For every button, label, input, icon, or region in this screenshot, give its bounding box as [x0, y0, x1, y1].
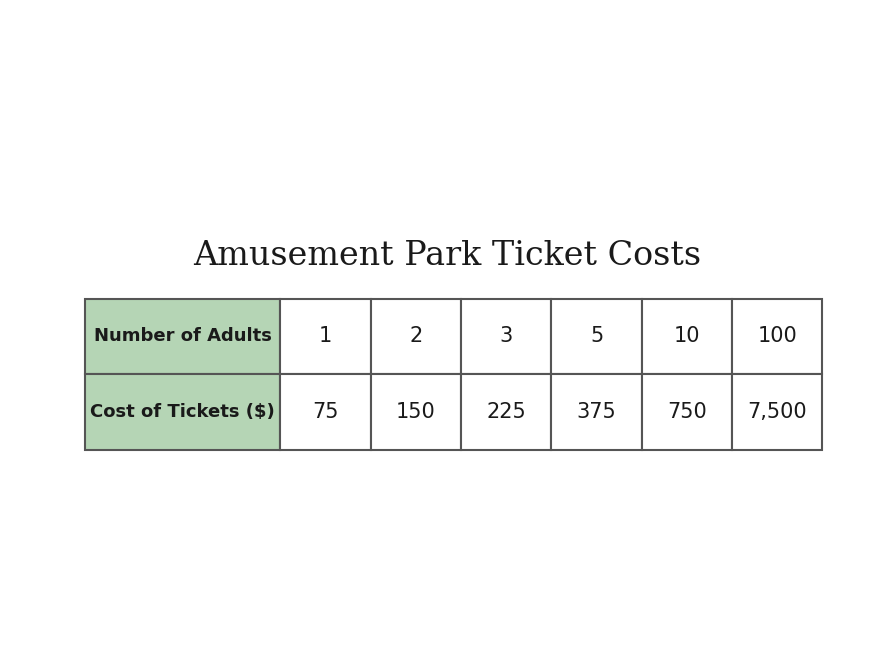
Text: 1: 1: [319, 326, 333, 346]
Bar: [552, 374, 642, 450]
Text: Cost of Tickets ($): Cost of Tickets ($): [90, 403, 275, 421]
Text: 225: 225: [486, 402, 527, 422]
Text: 2: 2: [409, 326, 423, 346]
Text: 75: 75: [312, 402, 339, 422]
Text: 100: 100: [757, 326, 797, 346]
Bar: [85, 299, 281, 374]
Text: 750: 750: [667, 402, 707, 422]
Bar: [85, 374, 281, 450]
Text: Amusement Park Ticket Costs: Amusement Park Ticket Costs: [193, 240, 701, 272]
Bar: [642, 299, 732, 374]
Text: 375: 375: [577, 402, 617, 422]
Text: 7,500: 7,500: [747, 402, 807, 422]
Bar: [371, 299, 461, 374]
Text: 10: 10: [674, 326, 700, 346]
Bar: [642, 374, 732, 450]
Text: 150: 150: [396, 402, 435, 422]
Text: 3: 3: [500, 326, 513, 346]
Bar: [461, 374, 552, 450]
Text: Number of Adults: Number of Adults: [94, 327, 272, 346]
Bar: [461, 299, 552, 374]
Text: 5: 5: [590, 326, 603, 346]
Bar: [371, 374, 461, 450]
Bar: [281, 374, 371, 450]
Bar: [732, 299, 822, 374]
Bar: [281, 299, 371, 374]
Bar: [732, 374, 822, 450]
Bar: [552, 299, 642, 374]
